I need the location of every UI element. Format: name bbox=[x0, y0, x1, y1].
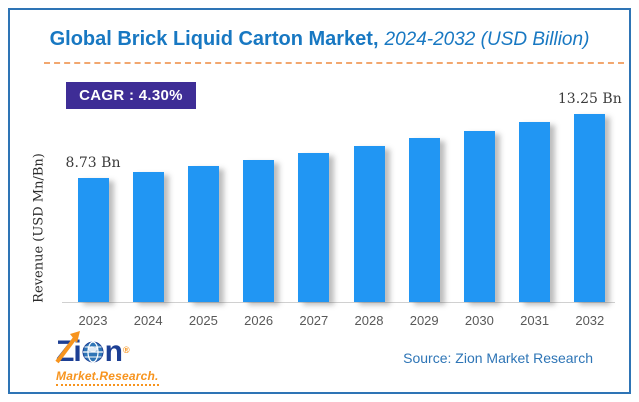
chart-plot-area: 8.73 Bn 2023 2024 2025 2026 2027 2028 2029 2030 2… bbox=[62, 91, 622, 328]
bar-2027 bbox=[298, 153, 330, 302]
bar-2029 bbox=[408, 138, 440, 302]
source-attribution: Source: Zion Market Research bbox=[403, 350, 593, 366]
bar-2028 bbox=[353, 146, 385, 302]
logo-letter-i: i bbox=[73, 335, 81, 368]
title-subtitle: 2024-2032 (USD Billion) bbox=[384, 29, 590, 50]
bar-2025 bbox=[187, 166, 219, 302]
bar-2032 bbox=[574, 114, 606, 302]
logo-wordmark: Z i n® bbox=[55, 331, 151, 368]
logo-letter-n: n bbox=[104, 335, 123, 368]
x-axis-label-2031: 2031 bbox=[520, 313, 550, 328]
x-axis-label-2025: 2025 bbox=[188, 313, 218, 328]
value-label-2023: 8.73 Bn bbox=[65, 155, 121, 171]
logo-letter-z: Z bbox=[55, 331, 80, 368]
x-axis-label-2024: 2024 bbox=[133, 313, 163, 328]
x-axis-label-2026: 2026 bbox=[244, 313, 274, 328]
title-main: Global Brick Liquid Carton Market, bbox=[49, 28, 379, 50]
bar-2024 bbox=[132, 172, 164, 302]
globe-icon bbox=[82, 341, 104, 363]
dashed-separator bbox=[44, 62, 624, 64]
x-axis-label-2030: 2030 bbox=[464, 313, 494, 328]
x-axis-label-2027: 2027 bbox=[299, 313, 329, 328]
cagr-badge-label: CAGR : 4.30% bbox=[79, 87, 183, 104]
x-axis-label-2029: 2029 bbox=[409, 313, 439, 328]
bar-2031 bbox=[519, 122, 551, 302]
registered-mark: ® bbox=[123, 345, 130, 355]
value-label-2032: 13.25 Bn bbox=[557, 91, 622, 107]
cagr-badge: CAGR : 4.30% bbox=[66, 82, 196, 109]
bar-2023 bbox=[77, 178, 109, 302]
logo-tagline: Market.Research. bbox=[56, 369, 159, 386]
bar-2026 bbox=[243, 160, 275, 302]
x-axis-label-2023: 2023 bbox=[78, 313, 108, 328]
zion-logo: Z i n® Market.Research. bbox=[55, 331, 159, 386]
y-axis-label: Revenue (USD Mn/Bn) bbox=[31, 153, 47, 303]
bar-2030 bbox=[463, 131, 495, 302]
x-axis-label-2028: 2028 bbox=[354, 313, 384, 328]
x-axis-label-2032: 2032 bbox=[575, 313, 605, 328]
page-title: Global Brick Liquid Carton Market, 2024-2… bbox=[0, 28, 639, 51]
logo-letter-z-glyph: Z bbox=[56, 335, 74, 368]
